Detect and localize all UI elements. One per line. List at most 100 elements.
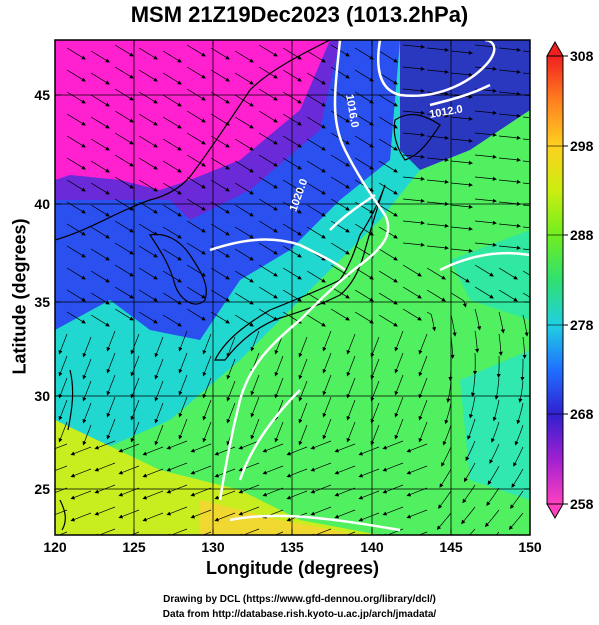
streamline [282,245,302,258]
streamline [426,201,449,206]
streamline [470,374,476,397]
streamline [114,220,134,233]
y-tick-label: 40 [34,196,50,212]
colorbar-tick-label: 308 [570,48,594,64]
streamline [522,336,527,359]
streamline [426,223,449,228]
streamline [370,402,380,424]
streamline [450,116,473,121]
credit-drawing: Drawing by DCL (https://www.gfd-dennou.o… [163,594,436,605]
x-axis-label: Longitude (degrees) [205,558,379,578]
streamline [298,424,308,446]
streamline [378,160,398,173]
streamline [90,94,110,107]
streamline [426,289,446,302]
streamline [354,267,374,280]
streamline [166,484,188,494]
streamline [498,201,521,206]
streamline [282,135,302,148]
streamline [334,465,356,475]
streamline [138,289,158,302]
streamline [138,267,158,280]
axis-ticks [54,40,531,535]
streamline [358,512,380,522]
streamline [238,484,260,494]
streamline [258,176,278,189]
streamline [118,443,140,453]
streamline [238,528,260,535]
streamline [514,424,524,446]
streamline [498,223,521,228]
streamline [138,69,158,82]
streamline [114,286,134,299]
streamline [142,512,164,522]
streamline [402,286,422,299]
streamline [474,286,494,299]
streamline [498,69,521,74]
streamline [66,179,86,192]
y-axis-label: Latitude (degrees) [9,218,30,375]
streamline [55,509,68,516]
x-tick-label: 125 [122,539,146,555]
streamline [90,314,110,327]
streamline [114,132,134,145]
streamline [406,487,428,497]
streamline [494,377,500,400]
streamline [298,358,308,380]
streamline [130,333,140,355]
streamline [162,94,182,107]
streamline [162,314,182,327]
streamline [402,220,425,225]
streamline [114,242,134,255]
streamline [492,399,500,422]
streamline [465,440,476,462]
y-tick-label: 25 [34,481,50,497]
streamline [210,157,230,170]
streamline [426,267,446,280]
streamline [382,484,404,494]
streamline [498,113,521,118]
streamline [258,308,278,321]
streamline [282,157,302,170]
streamline [522,270,530,276]
streamline [178,396,188,418]
streamline [334,443,356,453]
streamline [513,446,524,467]
colorbar-tick-label: 258 [570,496,594,512]
streamline [306,50,326,63]
streamline [94,528,116,535]
streamline [436,512,452,530]
streamline [450,336,455,359]
streamline [354,135,374,148]
streamline [90,138,110,151]
streamline [282,267,302,280]
streamline [489,443,500,464]
streamline [520,359,525,382]
streamline [258,286,278,299]
streamline [450,248,473,253]
streamline [162,116,182,129]
streamline [346,333,356,355]
streamline [354,311,374,324]
streamline [406,443,428,453]
colorbar-tick-label: 278 [570,317,594,333]
streamline [66,47,86,60]
streamline [114,176,134,189]
streamline [234,270,254,283]
streamline [522,204,530,207]
streamline [378,116,398,129]
streamline [210,179,230,192]
streamline [511,468,524,488]
streamline [469,528,476,535]
streamline [66,289,86,302]
streamline [238,440,260,450]
streamline [138,311,158,324]
streamline [94,484,116,494]
streamline [162,204,182,217]
streamline [166,440,188,450]
streamline [402,66,425,71]
streamline [90,204,110,217]
streamline [426,69,449,74]
colorbar-tick-label: 288 [570,227,594,243]
streamline [322,330,332,352]
